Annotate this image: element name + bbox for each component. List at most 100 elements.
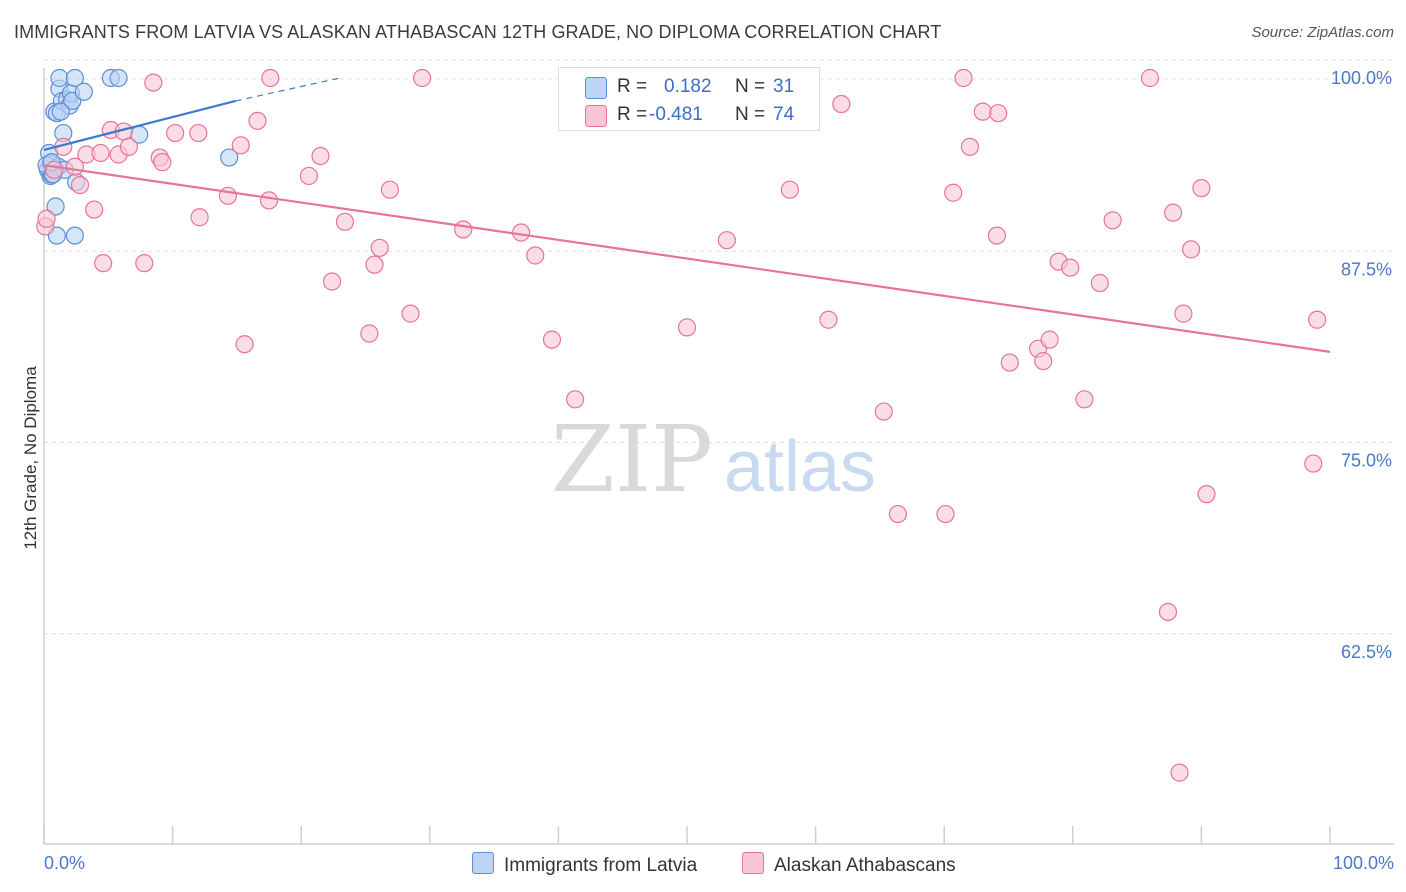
watermark-zip: ZIP	[551, 406, 713, 513]
trend-line-latvia-extension	[235, 77, 340, 102]
point-athabascan	[166, 123, 185, 143]
point-athabascan	[153, 153, 172, 172]
point-athabascan	[1182, 240, 1201, 259]
trend-line-athabascan	[43, 164, 1331, 353]
legend-row-athabascan: R = -0.481 N = 74	[559, 101, 819, 129]
point-athabascan	[1090, 273, 1109, 293]
axes	[43, 68, 1394, 845]
y-axis-label: 12th Grade, No Diploma	[21, 366, 40, 550]
legend-n-value-latvia: 31	[773, 76, 795, 97]
legend-r-label: R =	[617, 76, 648, 97]
point-latvia	[51, 102, 70, 121]
legend-row-latvia: R = 0.182 N = 31	[559, 73, 819, 101]
point-athabascan	[1000, 353, 1019, 372]
legend-r-value-athabascan: -0.481	[649, 104, 703, 125]
point-athabascan	[677, 318, 697, 337]
legend-swatch-latvia	[585, 77, 607, 99]
point-athabascan	[1075, 390, 1094, 409]
x-tick-label: 0.0%	[44, 853, 85, 873]
x-tick-label: 100.0%	[1333, 853, 1394, 873]
point-latvia	[109, 68, 128, 88]
point-athabascan	[1304, 454, 1323, 473]
point-athabascan	[322, 272, 342, 291]
point-athabascan	[780, 180, 799, 199]
point-athabascan	[566, 390, 585, 409]
point-athabascan	[401, 304, 420, 323]
point-athabascan	[1158, 602, 1178, 622]
bottom-legend-swatch-athabascan	[742, 852, 764, 874]
point-athabascan	[874, 402, 893, 421]
bottom-legend-label-athabascan: Alaskan Athabascans	[774, 855, 956, 876]
point-athabascan	[144, 73, 163, 92]
point-latvia	[65, 226, 84, 245]
point-athabascan	[1040, 330, 1059, 349]
point-athabascan	[261, 68, 280, 88]
point-athabascan	[412, 68, 432, 88]
point-athabascan	[248, 111, 267, 130]
bottom-legend-athabascan: Alaskan Athabascans	[742, 852, 956, 877]
point-athabascan	[1061, 258, 1080, 277]
point-latvia	[50, 68, 69, 88]
point-athabascan	[1192, 179, 1211, 198]
point-athabascan	[1308, 310, 1327, 329]
tick-labels: 62.5% 75.0% 87.5% 100.0% 0.0% 100.0%	[44, 68, 1394, 873]
point-athabascan	[259, 191, 279, 210]
y-tick-label: 87.5%	[1341, 259, 1392, 279]
point-athabascan	[231, 136, 250, 155]
point-athabascan	[335, 212, 355, 231]
correlation-legend: R = 0.182 N = 31 R = -0.481 N = 74	[558, 67, 820, 131]
point-athabascan	[360, 324, 379, 343]
point-athabascan	[218, 186, 237, 205]
watermark-atlas: atlas	[724, 427, 876, 507]
point-latvia	[65, 68, 84, 88]
point-athabascan	[1034, 351, 1053, 371]
point-athabascan	[119, 137, 138, 156]
legend-r-label: R =	[617, 104, 648, 125]
point-athabascan	[37, 209, 56, 228]
point-athabascan	[960, 137, 980, 156]
point-athabascan	[85, 200, 104, 219]
trend-line-latvia	[43, 99, 236, 151]
point-athabascan	[987, 226, 1007, 245]
point-athabascan	[832, 94, 851, 114]
point-athabascan	[717, 231, 736, 250]
point-latvia	[74, 82, 93, 101]
point-athabascan	[190, 208, 209, 227]
point-athabascan	[1170, 763, 1189, 782]
legend-swatch-athabascan	[585, 105, 607, 127]
point-athabascan	[944, 183, 963, 202]
bottom-legend-label-latvia: Immigrants from Latvia	[504, 855, 698, 876]
y-tick-label: 100.0%	[1331, 68, 1392, 88]
point-athabascan	[189, 123, 208, 143]
point-athabascan	[526, 246, 545, 265]
point-athabascan	[370, 238, 389, 257]
point-athabascan	[365, 255, 384, 274]
point-athabascan	[1174, 304, 1193, 323]
source-label: Source: ZipAtlas.com	[1251, 24, 1394, 41]
point-athabascan	[954, 68, 973, 88]
point-latvia	[46, 197, 65, 216]
point-athabascan	[454, 220, 473, 239]
point-athabascan	[380, 180, 400, 199]
legend-n-label: N =	[735, 76, 766, 97]
bottom-legend-latvia: Immigrants from Latvia	[472, 852, 697, 877]
point-athabascan	[819, 310, 838, 329]
point-athabascan	[311, 146, 330, 166]
point-athabascan	[1103, 211, 1122, 230]
y-tick-label: 62.5%	[1341, 642, 1392, 662]
point-athabascan	[94, 254, 113, 273]
chart-title: IMMIGRANTS FROM LATVIA VS ALASKAN ATHABA…	[14, 22, 942, 42]
point-athabascan	[936, 504, 955, 524]
point-athabascan	[91, 143, 110, 163]
y-tick-label: 75.0%	[1341, 451, 1392, 471]
point-latvia	[220, 148, 239, 167]
point-athabascan	[135, 254, 154, 273]
legend-r-value-latvia: 0.182	[664, 76, 712, 97]
point-athabascan	[973, 102, 992, 121]
point-athabascan	[45, 160, 64, 179]
point-athabascan	[299, 166, 319, 186]
point-athabascan	[1140, 68, 1160, 88]
legend-n-value-athabascan: 74	[773, 104, 795, 125]
trend-lines	[43, 77, 1331, 353]
